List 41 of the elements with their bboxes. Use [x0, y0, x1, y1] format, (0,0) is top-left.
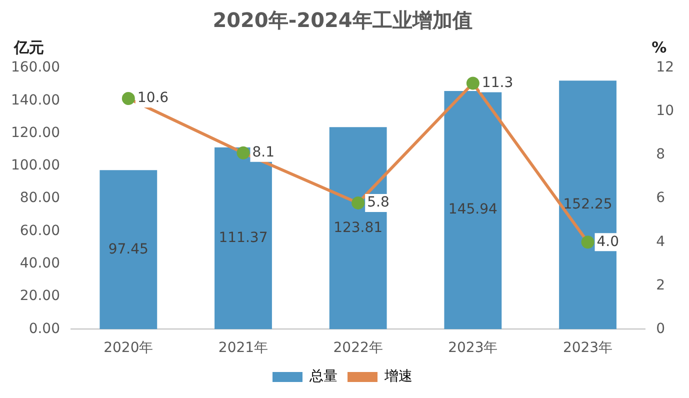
bar [329, 127, 387, 330]
data-label: 10.6 [137, 90, 169, 106]
y-axis-title: 亿元 [13, 38, 44, 56]
x-tick-label: 2020年 [104, 340, 154, 356]
y2-tick-label: 12 [656, 60, 674, 76]
y-tick-label: 140.00 [10, 92, 60, 108]
x-tick-label: 2023年 [562, 340, 613, 356]
y-tick-label: 160.00 [10, 60, 60, 76]
bar [100, 170, 158, 330]
data-label: 145.94 [448, 202, 498, 218]
legend-label: 总量 [308, 368, 338, 385]
y-tick-label: 0.00 [28, 320, 60, 337]
x-tick-label: 2021年 [218, 340, 268, 356]
chart-title: 2020年-2024年工业增加值 [212, 8, 472, 32]
y2-tick-label: 10 [656, 103, 674, 120]
y2-tick-label: 0 [656, 320, 666, 337]
data-label: 123.81 [334, 220, 383, 236]
y2-axis-title: % [652, 38, 667, 56]
x-tick-label: 2022年 [333, 340, 383, 356]
y2-tick-label: 2 [656, 277, 666, 294]
bar [444, 90, 502, 330]
y-tick-label: 60.00 [20, 222, 60, 239]
bar [559, 80, 616, 330]
data-label: 8.1 [252, 144, 275, 161]
y-tick-label: 40.00 [20, 256, 60, 272]
bar [214, 147, 272, 330]
x-tick-label: 2023年 [448, 340, 498, 356]
legend-label: 增速 [384, 368, 412, 385]
y-tick-label: 120.00 [10, 124, 60, 141]
data-label: 4.0 [596, 234, 620, 250]
y2-tick-label: 4 [656, 234, 666, 250]
y2-tick-label: 8 [656, 146, 666, 163]
data-label: 11.3 [482, 74, 514, 91]
data-label: 152.25 [563, 196, 612, 213]
y-tick-label: 80.00 [20, 190, 60, 206]
y-tick-label: 20.00 [20, 288, 60, 304]
y2-tick-label: 6 [656, 190, 666, 206]
y-tick-label: 100.00 [10, 158, 60, 174]
data-label: 111.37 [218, 230, 268, 246]
data-label: 5.8 [367, 194, 390, 211]
data-label: 97.45 [108, 241, 148, 258]
